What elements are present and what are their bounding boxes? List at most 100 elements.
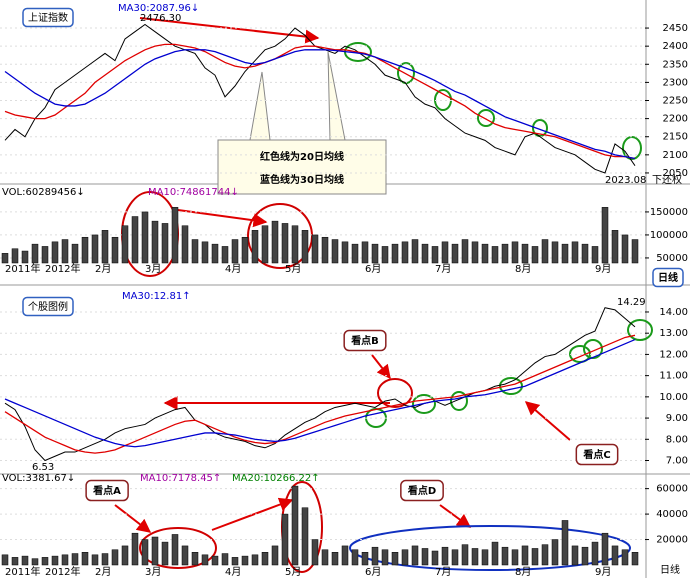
bar	[511, 241, 519, 264]
label-box	[22, 7, 74, 28]
bar	[191, 239, 199, 264]
bar	[631, 552, 639, 566]
highlights	[114, 17, 653, 573]
bar	[51, 241, 59, 264]
bar	[111, 549, 119, 566]
bar	[441, 241, 449, 264]
bar	[581, 546, 589, 566]
ellipse	[377, 378, 413, 408]
label-box	[343, 329, 387, 352]
bar	[331, 552, 339, 566]
bar	[391, 243, 399, 264]
bar	[411, 545, 419, 566]
bar	[471, 548, 479, 566]
annotation: MA10:74861744↓	[148, 187, 239, 198]
bar	[481, 549, 489, 566]
bar	[411, 239, 419, 264]
bar	[61, 239, 69, 264]
bar	[321, 549, 329, 566]
x-tick-label: 2012年	[45, 565, 80, 578]
arrow	[524, 401, 571, 441]
bar	[551, 539, 559, 566]
bar	[391, 552, 399, 566]
arrow	[439, 504, 472, 528]
arrow	[371, 354, 391, 380]
bar	[531, 548, 539, 566]
y-tick-label: 2300	[663, 77, 688, 88]
annotation: 2476.30	[140, 13, 181, 24]
y-tick-label: 13.00	[659, 328, 688, 339]
y-tick-label: 2350	[663, 59, 688, 70]
bar	[321, 236, 329, 264]
x-tick-label: 9月	[595, 566, 611, 578]
bar	[251, 230, 259, 264]
x-tick-label: 5月	[285, 566, 301, 578]
bar	[461, 239, 469, 264]
bar	[621, 549, 629, 566]
x-tick-label: 2月	[95, 566, 111, 578]
annotation: VOL:60289456↓	[2, 187, 85, 198]
label-box	[22, 296, 74, 317]
bar	[101, 230, 109, 264]
bar	[451, 243, 459, 264]
x-tick-label: 7月	[435, 566, 451, 578]
annotation: 红色线为20日均线	[260, 150, 344, 163]
bar	[281, 223, 289, 264]
x-tick-label: 4月	[225, 566, 241, 578]
y-tick-label: 50000	[656, 253, 688, 264]
bar	[611, 545, 619, 566]
bar	[231, 557, 239, 566]
y-tick-label: 9.00	[666, 413, 688, 424]
bar	[271, 220, 279, 264]
bar	[591, 246, 599, 264]
annotation: 看点C	[583, 448, 610, 461]
bar	[1, 253, 9, 264]
series-line	[4, 307, 636, 462]
bar	[421, 548, 429, 566]
annotation: 日线	[658, 271, 678, 284]
y-tick-label: 8.00	[666, 434, 688, 445]
y-tick-label: 40000	[656, 509, 688, 520]
bar	[551, 241, 559, 264]
bar	[541, 239, 549, 264]
y-tick-label: 60000	[656, 484, 688, 495]
bar	[281, 513, 289, 566]
bar	[151, 220, 159, 264]
bar	[241, 555, 249, 566]
bar	[571, 545, 579, 566]
label-box	[652, 267, 684, 288]
bar	[511, 549, 519, 566]
bar	[271, 545, 279, 566]
annotation: MA20:10266.22↑	[232, 473, 320, 484]
bar	[571, 241, 579, 264]
bar	[501, 243, 509, 264]
label-box	[400, 479, 444, 502]
bar	[501, 546, 509, 566]
bar	[561, 520, 569, 566]
bar	[241, 236, 249, 264]
bar	[601, 207, 609, 264]
bar	[371, 243, 379, 264]
bar	[431, 550, 439, 566]
y-tick-label: 14.00	[659, 307, 688, 318]
bar	[141, 539, 149, 566]
series-line	[4, 43, 636, 160]
bar	[121, 225, 129, 264]
bar	[261, 552, 269, 566]
bar	[181, 545, 189, 566]
annotation: 蓝色线为30日均线	[260, 173, 344, 186]
bar	[291, 485, 299, 566]
bar	[31, 243, 39, 264]
bar	[461, 544, 469, 566]
y-tick-label: 12.00	[659, 349, 688, 360]
bar	[401, 549, 409, 566]
bar	[531, 246, 539, 264]
bar	[481, 243, 489, 264]
bar	[231, 239, 239, 264]
arrow	[177, 209, 268, 228]
y-tick-label: 10.00	[659, 392, 688, 403]
x-tick-label: 8月	[515, 566, 531, 578]
annotation: 2023.08	[605, 175, 646, 186]
bar	[341, 241, 349, 264]
